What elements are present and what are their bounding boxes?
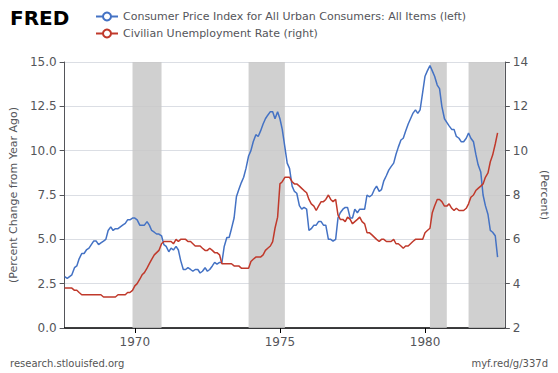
svg-text:15.0: 15.0 <box>30 55 57 69</box>
svg-text:12: 12 <box>513 99 528 113</box>
svg-text:14: 14 <box>513 55 528 69</box>
svg-text:4: 4 <box>513 277 521 291</box>
svg-text:6: 6 <box>513 232 521 246</box>
svg-text:myf.red/g/337d: myf.red/g/337d <box>471 358 548 369</box>
svg-text:2.5: 2.5 <box>38 277 57 291</box>
svg-text:10: 10 <box>513 144 528 158</box>
svg-text:research.stlouisfed.org: research.stlouisfed.org <box>10 358 124 369</box>
svg-text:8: 8 <box>513 188 521 202</box>
svg-text:10.0: 10.0 <box>30 144 57 158</box>
svg-text:2: 2 <box>513 321 521 335</box>
svg-text:1980: 1980 <box>410 335 441 349</box>
svg-text:7.5: 7.5 <box>38 188 57 202</box>
svg-text:Civilian Unemployment Rate (ri: Civilian Unemployment Rate (right) <box>123 27 318 40</box>
svg-text:FRED: FRED <box>10 6 69 30</box>
svg-text:12.5: 12.5 <box>30 99 57 113</box>
svg-text:5.0: 5.0 <box>38 232 57 246</box>
svg-text:1970: 1970 <box>120 335 151 349</box>
svg-text:Consumer Price Index for All U: Consumer Price Index for All Urban Consu… <box>123 10 466 23</box>
svg-text:0.0: 0.0 <box>38 321 57 335</box>
svg-text:(Percent Change from Year Ago): (Percent Change from Year Ago) <box>7 107 20 283</box>
svg-text:(Percent): (Percent) <box>538 170 551 220</box>
svg-text:1975: 1975 <box>265 335 296 349</box>
